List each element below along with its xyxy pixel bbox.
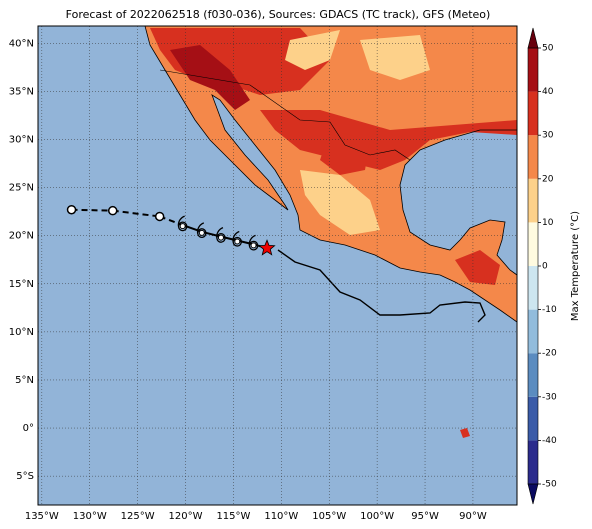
colorbar-tick-label: -50 [542, 480, 557, 490]
colorbar-band [528, 309, 538, 354]
colorbar-band [528, 135, 538, 179]
cyclone-symbol [216, 227, 226, 243]
lat-label: 30°N [9, 134, 34, 145]
lon-label: 125°W [121, 511, 155, 522]
track-point [179, 223, 186, 230]
colorbar-band [528, 440, 538, 484]
colorbar-tick-label: 0 [542, 262, 548, 272]
lon-label: 135°W [25, 511, 59, 522]
map-frame [37, 25, 518, 506]
lon-label: 90°W [459, 511, 487, 522]
lon-label: 105°W [312, 511, 346, 522]
lat-label: 5°S [16, 471, 34, 482]
colorbar-tick-label: 10 [542, 218, 554, 228]
land [144, 25, 518, 438]
lon-label: 100°W [360, 511, 394, 522]
colorbar-label: Max Temperature (°C) [570, 211, 581, 321]
colorbar-tick-label: 30 [542, 131, 554, 141]
lon-label: 115°W [216, 511, 250, 522]
colorbar-band [528, 91, 538, 136]
track-point [234, 238, 241, 245]
track-segment [71, 208, 113, 212]
lat-label: 5°N [15, 375, 34, 386]
graticule [38, 26, 517, 505]
colorbar-over [527, 27, 539, 49]
lat-label: 20°N [9, 231, 34, 242]
colorbar-tick-label: -10 [542, 305, 557, 315]
colorbar-band [528, 396, 538, 441]
track-segment [112, 209, 160, 218]
lon-label: 130°W [73, 511, 107, 522]
track-point [107, 205, 118, 216]
map-title: Forecast of 2022062518 (f030-036), Sourc… [66, 8, 491, 21]
track [66, 204, 276, 256]
colorbar-band [528, 48, 538, 92]
colorbar-band [528, 222, 538, 266]
track-point [154, 211, 165, 222]
cyclone-symbol [177, 215, 188, 232]
colorbar-tick-label: -20 [542, 349, 557, 359]
track-point [250, 242, 257, 249]
colorbar-tick-label: 40 [542, 87, 554, 97]
lat-label: 25°N [9, 183, 34, 194]
track-point [66, 204, 77, 215]
colorbar-band [528, 178, 538, 223]
cyclone-symbol [196, 222, 207, 238]
lon-label: 95°W [411, 511, 439, 522]
lat-label: 10°N [9, 327, 34, 338]
colorbar-band [528, 266, 538, 310]
lon-label: 120°W [169, 511, 203, 522]
cyclone-symbol [232, 230, 242, 247]
track-point [198, 229, 205, 236]
colorbar: -50 -40 -30 -20 -10 0 10 20 30 40 50 [527, 27, 557, 505]
colorbar-tick-label: 20 [542, 174, 554, 184]
colorbar-under [527, 483, 539, 505]
lon-label: 110°W [264, 511, 298, 522]
lat-label: 0° [23, 423, 34, 434]
track-point [217, 234, 224, 241]
lat-label: 15°N [9, 279, 34, 290]
current-position [258, 239, 276, 256]
colorbar-band [528, 353, 538, 397]
lat-label: 35°N [9, 86, 34, 97]
colorbar-tick-label: -40 [542, 436, 557, 446]
colorbar-tick-label: 50 [542, 44, 554, 54]
cyclone-symbol [248, 234, 259, 251]
colorbar-tick-label: -30 [542, 392, 557, 402]
lat-label: 40°N [9, 38, 34, 49]
